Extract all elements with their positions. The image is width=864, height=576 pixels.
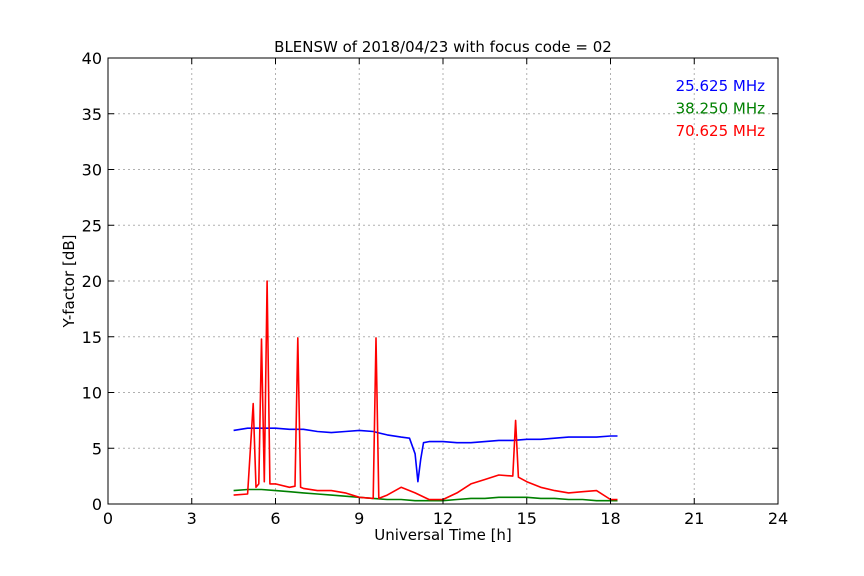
legend-entry-3: 70.625 MHz bbox=[676, 122, 765, 140]
x-tick-label: 15 bbox=[517, 509, 537, 528]
series-group bbox=[233, 280, 618, 502]
y-tick-label: 0 bbox=[92, 495, 102, 514]
y-tick-label: 10 bbox=[82, 384, 102, 403]
y-tick-label: 20 bbox=[82, 272, 102, 291]
y-tick-label: 25 bbox=[82, 216, 102, 235]
series-line-2 bbox=[233, 488, 618, 502]
x-tick-label: 0 bbox=[103, 509, 113, 528]
legend-entry-2: 38.250 MHz bbox=[676, 100, 765, 118]
y-tick-label: 35 bbox=[82, 105, 102, 124]
y-axis-label: Y-factor [dB] bbox=[60, 234, 78, 328]
y-tick-label: 15 bbox=[82, 328, 102, 347]
chart-title: BLENSW of 2018/04/23 with focus code = 0… bbox=[274, 38, 612, 56]
x-tick-label: 24 bbox=[768, 509, 788, 528]
legend: 25.625 MHz 38.250 MHz 70.625 MHz bbox=[676, 77, 765, 140]
x-tick-label: 9 bbox=[354, 509, 364, 528]
x-tick-label: 18 bbox=[600, 509, 620, 528]
y-tick-label: 5 bbox=[92, 439, 102, 458]
x-tick-label: 21 bbox=[684, 509, 704, 528]
series-line-1 bbox=[233, 427, 618, 483]
legend-entry-1: 25.625 MHz bbox=[676, 77, 765, 95]
y-tick-label: 40 bbox=[82, 49, 102, 68]
series-line-3 bbox=[233, 280, 618, 501]
x-tick-label: 6 bbox=[270, 509, 280, 528]
ticks: 0 3 6 9 12 15 18 21 24 0 5 10 15 20 25 30 35 40 bbox=[82, 49, 789, 528]
x-tick-label: 3 bbox=[187, 509, 197, 528]
y-tick-label: 30 bbox=[82, 161, 102, 180]
x-axis-label: Universal Time [h] bbox=[374, 526, 512, 544]
x-tick-label: 12 bbox=[433, 509, 453, 528]
